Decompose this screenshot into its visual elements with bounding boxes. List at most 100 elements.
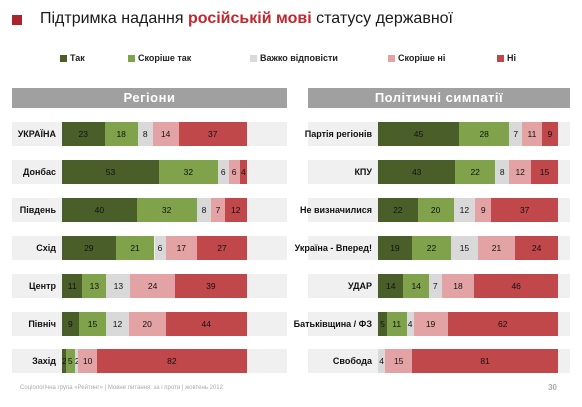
category-label: КПУ — [354, 167, 372, 177]
footer-source: Соціологічна група «Рейтинг» | Мовне пит… — [20, 385, 223, 391]
legend-label: Скоріше ні — [398, 53, 446, 63]
bar-segment — [62, 312, 79, 336]
category-label: Центр — [28, 281, 56, 291]
data-label: 15 — [539, 167, 550, 177]
title-part-1: Підтримка надання — [40, 10, 188, 27]
data-label: 22 — [426, 243, 437, 253]
category-label: УКРАЇНА — [17, 129, 56, 139]
bar-segment — [413, 312, 448, 336]
stacked-bar: 11 13 13 24 39 — [62, 274, 247, 298]
bar-segment — [453, 198, 476, 222]
bar-segment — [74, 349, 79, 373]
data-label: 14 — [160, 129, 171, 139]
panel-header-regions: Регіони — [12, 88, 287, 108]
legend-swatch — [128, 55, 135, 62]
bar-segment — [451, 236, 478, 260]
legend-item: Скоріше так — [128, 53, 191, 63]
stacked-bar: 5 11 4 19 62 — [378, 312, 558, 336]
title-part-2: статусу державної — [311, 10, 453, 27]
category-label: Батьківщина / ФЗ — [293, 319, 372, 329]
stacked-bar: 29 21 6 17 27 — [62, 236, 247, 260]
data-label: 7 — [432, 281, 438, 291]
category-label: Україна - Вперед! — [294, 243, 372, 253]
bar-segment — [411, 236, 452, 260]
data-label: 12 — [112, 319, 123, 329]
bar-segment — [62, 160, 160, 184]
legend-label: Так — [70, 53, 85, 63]
bar-segment — [475, 198, 492, 222]
bar-segment — [378, 160, 456, 184]
data-label: 4 — [407, 319, 413, 329]
data-label: 40 — [94, 205, 105, 215]
bar-segment — [455, 160, 495, 184]
bar-segment — [106, 312, 129, 336]
bar-segment — [65, 349, 75, 373]
data-label: 2 — [74, 356, 80, 366]
bar-segment — [228, 160, 240, 184]
data-label: 11 — [527, 129, 537, 139]
stacked-bar: 4 15 81 — [378, 349, 558, 373]
legend-label: Важко відповісти — [260, 53, 338, 63]
data-label: 19 — [390, 243, 400, 253]
bar-segment — [211, 198, 225, 222]
data-label: 37 — [519, 205, 530, 215]
bar-segment — [541, 122, 558, 146]
legend-swatch — [388, 55, 395, 62]
bar-segment — [406, 312, 414, 336]
stacked-bar: 9 15 12 20 44 — [62, 312, 247, 336]
bar-segment — [165, 236, 198, 260]
data-label: 14 — [411, 281, 421, 291]
data-label: 21 — [130, 243, 140, 253]
stacked-bar: 23 18 8 14 37 — [62, 122, 247, 146]
bar-segment — [509, 122, 522, 146]
data-label: 9 — [480, 205, 486, 215]
data-label: 15 — [87, 319, 98, 329]
legend-swatch — [250, 55, 257, 62]
bar-segment — [196, 198, 212, 222]
bar-segment — [106, 274, 131, 298]
data-label: 18 — [453, 281, 463, 291]
bar-segment — [428, 274, 442, 298]
bar-segment — [159, 160, 218, 184]
chart-legend: Так Скоріше так Важко відповісти Скоріше ні… — [0, 53, 582, 67]
data-label: 2 — [62, 356, 67, 366]
data-label: 5 — [67, 356, 73, 366]
data-label: 8 — [142, 129, 148, 139]
bar-segment — [441, 274, 475, 298]
bar-segment — [104, 122, 138, 146]
page-title: Підтримка надання російській мові статус… — [40, 10, 453, 28]
bar-segment — [459, 122, 510, 146]
data-label: 7 — [215, 205, 221, 215]
bar-segment — [78, 312, 107, 336]
bar-segment — [417, 198, 454, 222]
stacked-bar: 19 22 15 21 24 — [378, 236, 558, 260]
data-label: 24 — [531, 243, 542, 253]
legend-item: Ні — [497, 53, 516, 63]
category-label: УДАР — [347, 281, 372, 291]
stacked-bar: 22 20 12 9 37 — [378, 198, 558, 222]
bar-segment — [96, 349, 247, 373]
category-label: Партія регіонів — [304, 129, 372, 139]
bar-segment — [491, 198, 558, 222]
data-label: 12 — [515, 167, 525, 177]
data-label: 9 — [67, 319, 73, 329]
data-label: 29 — [84, 243, 94, 253]
data-label: 37 — [208, 129, 218, 139]
bar-segment — [403, 274, 429, 298]
category-label: Захід — [32, 356, 56, 366]
stacked-bar: 45 28 7 11 9 — [378, 122, 558, 146]
data-label: 32 — [183, 167, 194, 177]
bar-segment — [239, 160, 247, 184]
data-label: 5 — [380, 319, 385, 329]
data-label: 22 — [393, 205, 403, 215]
panel-header-political: Політичні симпатії — [308, 88, 570, 108]
data-label: 4 — [379, 356, 384, 366]
bar-segment — [165, 312, 247, 336]
bar-segment — [152, 122, 179, 146]
data-label: 6 — [231, 167, 237, 177]
category-label: Донбас — [22, 167, 56, 177]
category-label: Не визначилися — [299, 205, 372, 215]
data-label: 19 — [425, 319, 436, 329]
data-label: 82 — [167, 356, 177, 366]
bar-segment — [217, 160, 229, 184]
